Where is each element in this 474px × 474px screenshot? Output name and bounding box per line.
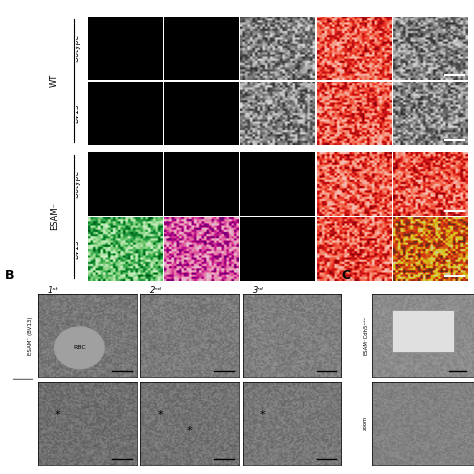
Circle shape	[55, 327, 104, 369]
Text: C: C	[341, 269, 350, 282]
Text: RBC: RBC	[73, 345, 86, 350]
Text: ESAM⁻ (BV13): ESAM⁻ (BV13)	[28, 316, 33, 355]
Text: *: *	[260, 410, 265, 420]
Text: *: *	[187, 426, 192, 437]
Text: isotype: isotype	[71, 34, 80, 63]
Text: *: *	[55, 410, 61, 420]
Bar	[392, 310, 454, 352]
Text: zoom: zoom	[363, 416, 368, 430]
Text: 1ˢᵗ: 1ˢᵗ	[48, 286, 59, 294]
Text: isotype: isotype	[71, 170, 80, 198]
Text: ESAM⁻: ESAM⁻	[50, 202, 59, 230]
Text: BV13: BV13	[71, 239, 80, 259]
Text: B: B	[5, 269, 14, 282]
Text: BV13: BV13	[71, 103, 80, 123]
Text: ESAM⁻Cdh5ᵀᴵᴱᴼ: ESAM⁻Cdh5ᵀᴵᴱᴼ	[363, 316, 368, 355]
Text: WT: WT	[50, 74, 59, 87]
Text: 3ʳᵈ: 3ʳᵈ	[253, 286, 264, 294]
Text: *: *	[157, 410, 163, 420]
Text: 2ⁿᵈ: 2ⁿᵈ	[150, 286, 162, 294]
